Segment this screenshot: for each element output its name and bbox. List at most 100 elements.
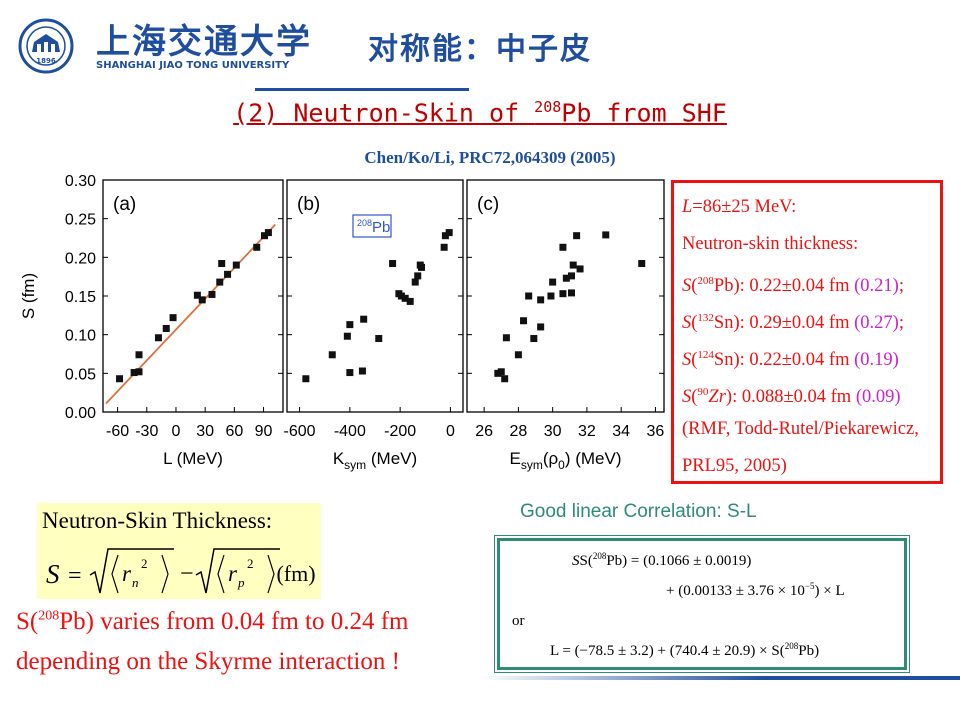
subtitle-prefix: (2) Neutron-Skin of [233,98,535,128]
skin-formula: S = r n 2 − r p 2 (fm) [46,548,316,594]
data-point [547,292,555,300]
data-point [302,375,310,383]
skin-row-zr90: S(90Zr): 0.088±0.04 fm (0.09) [682,386,901,408]
data-point [346,369,354,377]
data-point [537,296,545,304]
data-point [358,367,366,375]
data-point [520,317,528,325]
variation-line-1: S(208Pb) varies from 0.04 fm to 0.24 fm [16,608,409,635]
formula-title: Neutron-Skin Thickness: [42,508,273,533]
pb208-badge [352,214,392,238]
x-tick-label: -30 [135,423,158,440]
y-tick-label: 0.05 [65,366,96,383]
y-tick-label: 0.25 [65,212,96,229]
data-point [549,278,557,286]
y-tick-label: 0.00 [65,405,96,422]
data-point [397,292,405,300]
svg-text:r: r [122,561,132,586]
data-point [418,263,426,271]
data-point [525,292,533,300]
x-tick-label: 26 [475,423,493,440]
data-point [135,351,143,359]
L-value: =86±25 MeV: [692,197,797,217]
data-point [216,278,224,286]
data-point [406,297,414,305]
svg-text:p: p [237,575,245,590]
university-seal-icon: 1896 [18,18,74,74]
logo-year: 1896 [36,57,56,65]
data-point [198,296,206,304]
panel-tag: (b) [297,194,320,215]
data-point [440,243,448,251]
data-point [135,368,143,376]
regression-equations: SS(208Pb) = (0.1066 ± 0.0019) + (0.00133… [494,535,910,673]
x-tick-label: -600 [284,423,316,440]
skin-row-sn132: S(132Sn): 0.29±0.04 fm (0.27); [682,312,904,334]
panel-tag: (c) [477,194,499,215]
x-tick-label: -60 [106,423,129,440]
x-tick-label: 28 [509,423,527,440]
data-point [502,334,510,342]
data-point [162,324,170,332]
data-point [576,265,584,273]
data-point [602,231,610,239]
y-tick-label: 0.20 [65,250,96,267]
data-point [567,289,575,297]
logo-english-name: SHANGHAI JIAO TONG UNIVERSITY [96,60,290,71]
equation-or: or [512,613,525,629]
x-tick-label: 0 [446,423,455,440]
data-point [569,261,577,269]
y-tick-label: 0.10 [65,328,96,345]
x-tick-label: 0 [172,423,181,440]
data-point [559,290,567,298]
result-box: L=86±25 MeV: Neutron-skin thickness: S(2… [671,180,943,484]
x-tick-label: 90 [255,423,273,440]
L-value-line: L=86±25 MeV: [682,189,940,226]
data-point [232,261,240,269]
data-point [261,232,269,240]
x-tick-label: 32 [578,423,596,440]
subtitle-mass-number: 208 [534,98,562,116]
correlation-label: Good linear Correlation: S-L [520,501,757,522]
x-axis-label: Esym(ρ0) (MeV) [509,449,621,472]
data-point [514,351,522,359]
data-point [253,243,261,251]
reference-line-2: PRL95, 2005) [682,456,787,476]
x-tick-label: 30 [544,423,562,440]
data-point [224,270,232,278]
x-tick-label: -400 [334,423,366,440]
svg-text:n: n [132,575,139,590]
data-point [501,375,509,383]
skin-row-pb208: S(208Pb): 0.22±0.04 fm (0.21); [682,275,904,297]
x-axis-label: Ksym (MeV) [333,449,417,472]
data-point [375,335,383,343]
variation-line-2: depending on the Skyrme interaction ! [16,648,400,675]
data-point [193,291,201,299]
footer-bar [480,676,960,680]
svg-text:2: 2 [141,556,148,571]
data-point [169,314,177,322]
thickness-label: Neutron-skin thickness: [682,234,859,254]
x-tick-label: 36 [647,423,665,440]
section-subtitle: (2) Neutron-Skin of 208Pb from SHF [170,98,790,127]
data-point [218,260,226,268]
skin-row-sn124: S(124Sn): 0.22±0.04 fm (0.19) [682,349,899,371]
svg-text:r: r [228,561,238,586]
data-point [208,290,216,298]
x-tick-label: 60 [225,423,243,440]
data-point [638,260,646,268]
data-point [346,321,354,329]
x-axis-label: L (MeV) [163,449,223,468]
y-tick-label: 0.30 [65,173,96,190]
data-point [537,323,545,331]
equation-2: L = (−78.5 ± 3.2) + (740.4 ± 20.9) × S(2… [550,641,820,659]
data-point [559,243,567,251]
data-point [497,368,505,376]
y-axis-label: S (fm) [19,273,38,319]
svg-text:−: − [180,561,194,587]
correlation-figure: 0.30 0.25 0.20 0.15 0.10 0.05 0.00 S (fm) -60 -30… [19,173,665,472]
logo-chinese-name: 上海交通大学 [96,22,312,62]
data-point [445,229,453,237]
data-point [573,232,581,240]
data-point [401,294,409,302]
